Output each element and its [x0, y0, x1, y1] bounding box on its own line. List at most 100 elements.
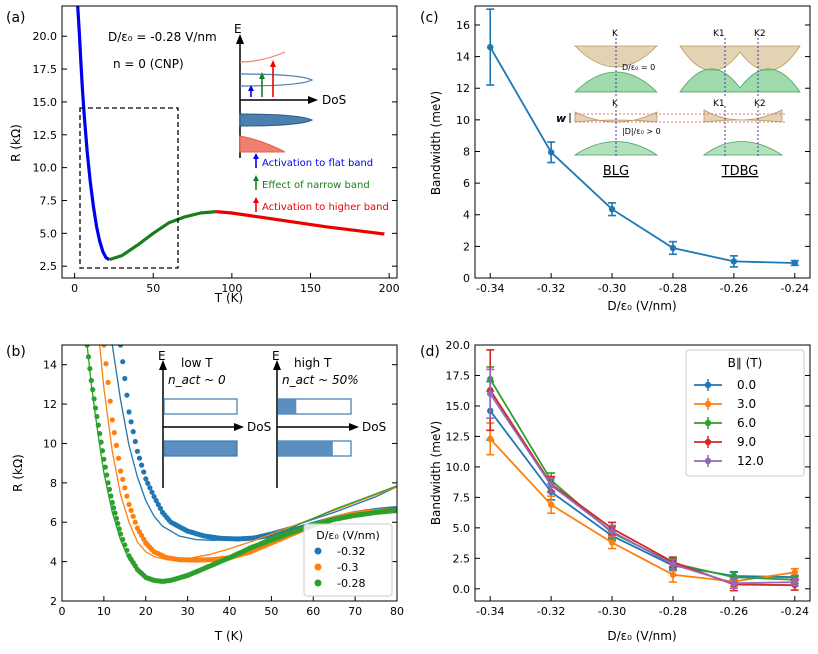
- panel-b-legend: D/ε₀ (V/nm) -0.32 -0.3 -0.28: [303, 523, 393, 597]
- panel-b-ytick-label: 10: [43, 437, 57, 450]
- panel-b-scatter-point: [122, 485, 128, 491]
- panel-b: (b) 0 10 20 30 40 50 60 70 80 2 4 6 8 10 12 14 E low T …: [6, 344, 404, 643]
- panel-c-series-point: [669, 244, 677, 252]
- panel-d-legend: B∥ (T) 0.0 3.0 6.0 9.0 12.0: [685, 349, 805, 477]
- panel-d-ytick-label: 0.0: [453, 583, 471, 596]
- panel-b-xtick-label: 40: [223, 605, 237, 618]
- panel-b-scatter-point: [143, 476, 149, 482]
- panel-b-scatter-point: [157, 505, 163, 511]
- panel-b-scatter-point: [130, 513, 136, 519]
- lower-band-edge: [239, 135, 286, 153]
- panel-d-series-point: [487, 435, 494, 443]
- panel-b-scatter-point: [105, 379, 111, 385]
- legend-higher-band: Activation to higher band: [262, 202, 389, 213]
- tdbg-upper-cones: [679, 45, 801, 71]
- blg-gapped-upper: [574, 111, 658, 123]
- panel-d-xtick-label: -0.30: [598, 605, 626, 618]
- panel-a-annotation-density: n = 0 (CNP): [113, 57, 184, 71]
- panel-b-ylabel: R (kΩ): [11, 454, 25, 492]
- panel-a-ytick-label: 10.0: [33, 162, 58, 175]
- panel-c-ytick-label: 16: [456, 19, 470, 32]
- panel-d-ytick-label: 7.5: [453, 491, 471, 504]
- panel-b-scatter-point: [136, 455, 143, 461]
- panel-b-scatter-point: [134, 448, 140, 454]
- panel-c-xtick-label: -0.26: [720, 282, 748, 295]
- panel-a-ylabel: R (kΩ): [9, 124, 23, 162]
- panel-b-xtick-label: 50: [264, 605, 278, 618]
- panel-b-plot: [84, 345, 397, 584]
- panel-b-scatter-point: [115, 455, 122, 461]
- tdbg-gapped-upper: [703, 109, 783, 123]
- panel-c-ytick-label: 2: [463, 240, 470, 253]
- panel-b-scatter-point: [149, 489, 155, 495]
- panel-c-ytick-label: 0: [463, 272, 470, 285]
- blg-k-label: K: [612, 29, 619, 39]
- panel-d-xtick-label: -0.28: [659, 605, 687, 618]
- panel-b-legend-title: D/ε₀ (V/nm): [316, 529, 380, 542]
- inset-low-lower-band: [163, 440, 238, 457]
- panel-c-xtick-label: -0.24: [781, 282, 809, 295]
- panel-b-ytick-label: 14: [43, 359, 57, 372]
- panel-a-series-line: [76, 6, 111, 261]
- lower-flat-band: [239, 113, 314, 127]
- panel-d-ytick-label: 5.0: [453, 522, 471, 535]
- inset-tdbg-label: TDBG: [721, 164, 759, 179]
- panel-b-scatter-point: [128, 419, 134, 425]
- panel-a: (a) 0 50 100 150 200 2.5 5.0 7.5 10.0 12.5 15.0 17.…: [6, 5, 400, 305]
- panel-b-scatter-point: [120, 359, 126, 365]
- legend-flat-band: Activation to flat band: [262, 158, 373, 169]
- panel-b-legend-box: [303, 523, 393, 597]
- upper-band-edge: [239, 51, 286, 63]
- legend-label-030: -0.3: [337, 561, 358, 574]
- panel-d-xtick-label: -0.32: [537, 605, 565, 618]
- panel-d-ylabel: Bandwidth (meV): [429, 421, 443, 525]
- panel-a-ticks: 0 50 100 150 200 2.5 5.0 7.5 10.0 12.5 15.0 17.5 20.…: [33, 30, 400, 295]
- panel-b-ticks: 0 10 20 30 40 50 60 70 80 2 4 6 8 10 12 14: [43, 359, 404, 618]
- inset-high-upper-fill: [278, 399, 297, 414]
- panel-d-legend-label: 12.0: [737, 454, 764, 468]
- inset-dos-arrowhead: [308, 96, 318, 104]
- panel-d-ytick-label: 17.5: [446, 369, 471, 382]
- inset-high-subtitle: n_act ~ 50%: [282, 373, 359, 387]
- panel-b-scatter-point: [145, 480, 151, 486]
- panel-d-series-point: [547, 481, 555, 489]
- panel-a-series-line: [108, 210, 217, 262]
- panel-b-scatter-point: [130, 429, 136, 435]
- panel-b-scatter-point: [120, 476, 126, 482]
- bandwidth-w-label: w: [556, 112, 567, 125]
- panel-a-plot: [76, 6, 385, 262]
- inset-high-dos-arrowhead: [349, 423, 359, 431]
- panel-d-legend-marker: [704, 419, 712, 427]
- panel-b-scatter-point: [113, 442, 119, 448]
- legend-arrow-higher-head: [253, 197, 259, 203]
- panel-b-scatter-point: [102, 464, 108, 470]
- panel-a-xlabel: T (K): [214, 291, 243, 305]
- panel-a-label: (a): [6, 10, 26, 26]
- panel-b-xtick-label: 20: [139, 605, 153, 618]
- panel-a-xtick-label: 200: [379, 282, 400, 295]
- panel-b-fit-line: [99, 345, 397, 561]
- panel-d-ytick-label: 2.5: [453, 552, 471, 565]
- panel-a-ytick-label: 20.0: [33, 30, 58, 43]
- panel-b-scatter-point: [128, 507, 134, 513]
- tdbg-gapped-k1-label: K1: [713, 99, 725, 109]
- panel-d: (d) -0.34 -0.32 -0.30 -0.28 -0.26 -0.24 0.0 2.5…: [420, 339, 811, 643]
- panel-d-legend-marker: [704, 381, 712, 389]
- panel-a-xtick-label: 0: [71, 282, 78, 295]
- panel-d-plot: [486, 349, 799, 592]
- panel-d-series-line: [489, 438, 795, 583]
- panel-d-legend-marker: [704, 400, 712, 408]
- panel-b-scatter-point: [132, 438, 138, 445]
- panel-d-frame: [474, 344, 811, 602]
- legend-label-032: -0.32: [337, 545, 365, 558]
- inset-low-e-arrowhead: [159, 360, 167, 370]
- panel-d-legend-label: 3.0: [737, 397, 756, 411]
- panel-c: (c) -0.34 -0.32 -0.30 -0.28 -0.26 -0.24 0 2 4 6 8 1…: [420, 5, 811, 313]
- panel-b-scatter-point: [392, 508, 397, 514]
- panel-d-series-point: [608, 539, 616, 546]
- panel-d-series-point: [608, 528, 616, 535]
- panel-a-inset: E DoS Activation to flat band Effect of …: [234, 22, 389, 213]
- panel-c-xtick-label: -0.30: [598, 282, 626, 295]
- panel-d-series-point: [791, 578, 798, 586]
